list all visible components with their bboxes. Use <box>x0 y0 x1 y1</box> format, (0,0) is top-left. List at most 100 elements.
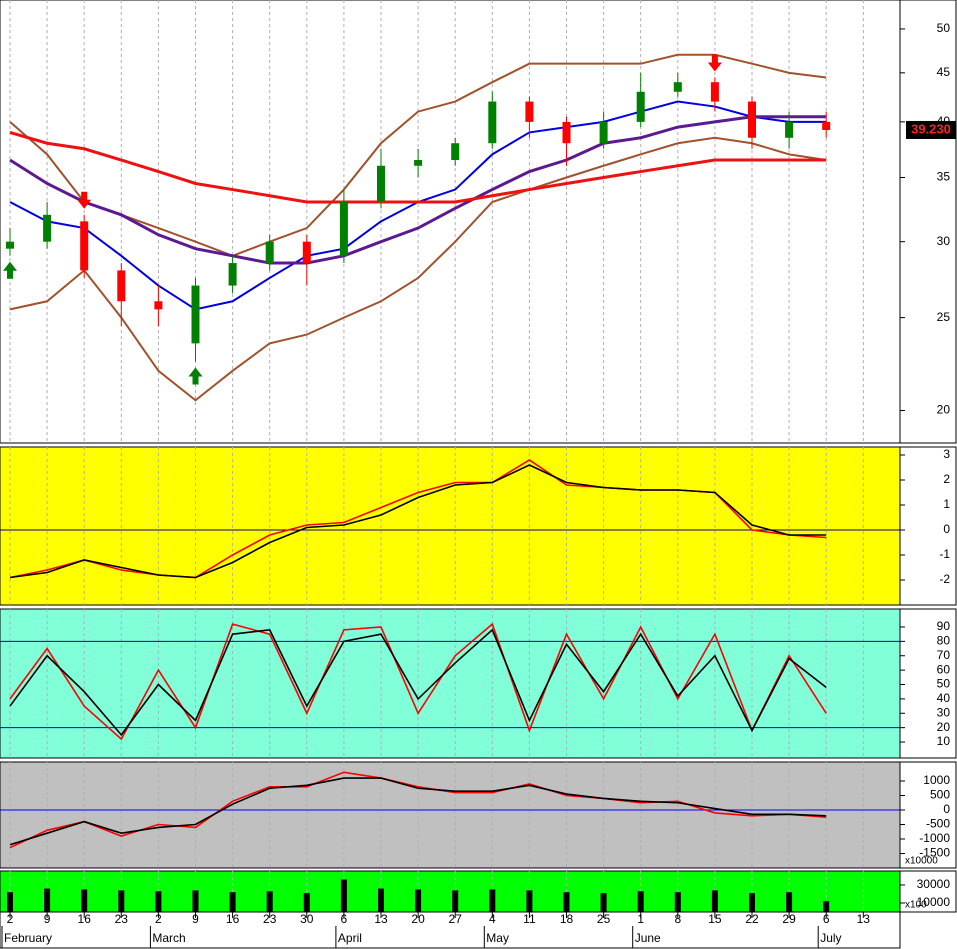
y-tick-label: -1000 <box>919 831 950 845</box>
y-tick-label: 40 <box>937 691 951 705</box>
y-tick-label: 30000 <box>917 877 951 891</box>
y-tick-label: 500 <box>930 788 950 802</box>
x-tick-label: 6 <box>823 912 830 926</box>
panel-background <box>0 0 901 444</box>
volume-bar <box>637 891 644 912</box>
volume-bar <box>452 890 459 912</box>
volume-bar <box>303 893 310 912</box>
buy-arrow <box>3 261 17 279</box>
x-tick-label: 23 <box>263 912 277 926</box>
scale-note: x10000 <box>905 856 938 867</box>
sell-arrow <box>707 54 722 72</box>
panel-background <box>0 608 901 759</box>
axis-background <box>899 0 957 444</box>
axis-background <box>899 446 957 606</box>
x-tick-label: 25 <box>597 912 611 926</box>
volume-bar <box>340 879 347 912</box>
volume-bar <box>81 889 88 912</box>
x-tick-label: 16 <box>226 912 240 926</box>
volume-bar <box>600 893 607 912</box>
buy-arrow <box>188 367 203 385</box>
x-tick-label: 9 <box>192 912 199 926</box>
panel-background <box>0 446 901 606</box>
volume-bar <box>823 901 830 912</box>
month-label: May <box>486 931 509 945</box>
y-tick-label: 3 <box>943 447 950 461</box>
series-line <box>9 115 827 265</box>
y-tick-label: 90 <box>937 619 951 633</box>
x-tick-label: 11 <box>523 912 536 926</box>
candle-body <box>785 121 794 138</box>
series-line <box>9 136 827 402</box>
candle-body <box>80 221 89 271</box>
series-line <box>9 777 827 846</box>
volume-bar <box>711 890 718 912</box>
volume-bar <box>118 890 125 912</box>
panel-background <box>0 870 901 913</box>
candle-body <box>673 82 682 92</box>
y-tick-label: 1 <box>943 497 950 511</box>
y-tick-label: 0 <box>943 802 950 816</box>
candle-body <box>265 241 274 264</box>
x-tick-label: 15 <box>708 912 722 926</box>
month-label: March <box>152 931 185 945</box>
candle-body <box>43 214 52 242</box>
candle-body <box>154 301 163 310</box>
y-tick-label: -1500 <box>919 846 950 860</box>
series-line <box>9 130 827 204</box>
volume-bar <box>526 890 533 912</box>
x-tick-label: 2 <box>155 912 162 926</box>
candle-body <box>488 101 497 144</box>
series-line <box>9 53 827 257</box>
candle-body <box>451 143 460 161</box>
month-label: July <box>820 931 841 945</box>
x-tick-label: 1 <box>637 912 644 926</box>
candle-body <box>6 241 14 249</box>
sell-arrow <box>77 191 92 209</box>
y-tick-label: 1000 <box>923 773 950 787</box>
x-tick-label: 13 <box>857 912 871 926</box>
x-tick-label: 23 <box>115 912 129 926</box>
x-tick-label: 2 <box>7 912 14 926</box>
volume-bar <box>7 892 13 912</box>
series-line <box>9 464 827 579</box>
x-tick-label: 4 <box>489 912 496 926</box>
volume-bar <box>489 889 496 912</box>
candle-body <box>377 165 385 202</box>
y-tick-label: 70 <box>937 648 951 662</box>
candle-body <box>562 121 571 144</box>
series-line <box>9 622 827 741</box>
x-tick-label: 27 <box>449 912 463 926</box>
y-tick-label: 10000 <box>917 895 951 909</box>
x-tick-label: 20 <box>411 912 425 926</box>
volume-bar <box>44 888 51 912</box>
volume-bar <box>415 889 422 912</box>
month-label: April <box>338 931 362 945</box>
month-label: June <box>635 931 661 945</box>
candle-body <box>191 285 200 344</box>
x-tick-label: 29 <box>782 912 796 926</box>
volume-bar <box>378 888 384 912</box>
y-tick-label: 10 <box>937 734 951 748</box>
axis-background <box>899 870 957 913</box>
x-tick-label: 6 <box>341 912 348 926</box>
axis-background <box>899 761 957 869</box>
y-tick-label: 60 <box>937 662 951 676</box>
x-tick-label: 13 <box>374 912 388 926</box>
candle-body <box>599 121 608 144</box>
y-tick-label: 30 <box>937 705 951 719</box>
candle-body <box>636 91 645 122</box>
axis-background <box>899 608 957 759</box>
candle-body <box>525 101 534 122</box>
y-tick-label: 45 <box>937 65 951 79</box>
y-tick-label: -2 <box>939 572 950 586</box>
candle-body <box>302 241 311 264</box>
y-tick-label: 20 <box>937 720 951 734</box>
x-tick-label: 18 <box>560 912 574 926</box>
last-price-label: 39.230 <box>911 121 951 136</box>
x-tick-label: 8 <box>674 912 681 926</box>
volume-bar <box>229 892 236 912</box>
x-tick-label: 22 <box>745 912 759 926</box>
x-tick-label: 9 <box>44 912 51 926</box>
